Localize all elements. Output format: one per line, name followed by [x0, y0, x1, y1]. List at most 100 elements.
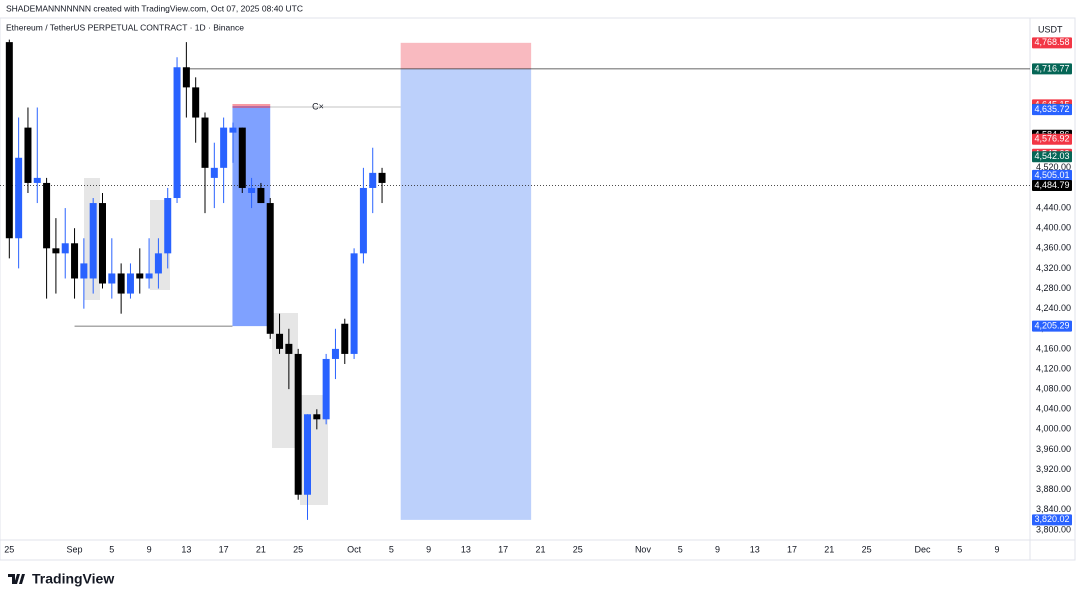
y-tick-label: 4,320.00: [1036, 263, 1071, 273]
price-tag-label: 3,820.02: [1034, 514, 1069, 524]
y-tick-label: 4,280.00: [1036, 283, 1071, 293]
price-tag: [1032, 514, 1072, 526]
candle-body: [229, 127, 237, 133]
candle-body: [89, 203, 97, 279]
x-tick-label: Dec: [914, 544, 931, 554]
candle-body: [71, 243, 79, 279]
candle-body: [182, 67, 190, 88]
annotation: C×: [312, 101, 324, 111]
price-tag: [1032, 37, 1072, 49]
y-tick-label: 4,440.00: [1036, 202, 1071, 212]
y-axis-label: USDT: [1038, 24, 1063, 34]
y-tick-label: 3,960.00: [1036, 444, 1071, 454]
y-tick-label: 4,520.00: [1036, 162, 1071, 172]
logo-icon: [8, 574, 25, 584]
x-tick-label: 25: [293, 544, 303, 554]
price-tag: [1032, 63, 1072, 75]
candle-body: [173, 67, 181, 199]
candle-body: [24, 127, 32, 183]
x-tick-label: 9: [426, 544, 431, 554]
x-tick-label: 17: [787, 544, 797, 554]
x-tick-label: 13: [181, 544, 191, 554]
candle-body: [350, 253, 358, 354]
plot: C× 3,800.00 3,840.00 3,880.00 3,920.00 3,960.…: [0, 37, 1072, 554]
candle-body: [341, 323, 349, 354]
brand-name: TradingView: [32, 571, 114, 587]
x-tick-label: 13: [750, 544, 760, 554]
y-tick-label: 3,840.00: [1036, 504, 1071, 514]
price-tag: [1032, 169, 1072, 181]
x-tick-label: 21: [535, 544, 545, 554]
candle-body: [266, 203, 274, 334]
candle-body: [313, 414, 321, 420]
candle-body: [378, 172, 386, 183]
candle-body: [126, 273, 134, 294]
candle-body: [369, 172, 377, 188]
price-tag-label: 4,716.77: [1034, 63, 1069, 73]
zone-box: [232, 106, 271, 327]
candle-body: [238, 127, 246, 188]
target-zone: [400, 68, 532, 520]
x-tick-label: 25: [4, 544, 14, 554]
candle-body: [210, 167, 218, 178]
candle-body: [331, 348, 339, 359]
x-tick-label: 25: [573, 544, 583, 554]
x-tick-label: 21: [256, 544, 266, 554]
candle-body: [33, 177, 41, 183]
credit: SHADEMANNNNNNN created with TradingView.…: [6, 3, 303, 13]
candle-body: [52, 248, 60, 254]
price-tag: [1032, 104, 1072, 116]
x-tick-label: 9: [715, 544, 720, 554]
price-tag-label: 4,484.79: [1034, 180, 1069, 190]
candle-body: [294, 353, 302, 495]
x-tick-label: 13: [461, 544, 471, 554]
y-tick-label: 4,360.00: [1036, 243, 1071, 253]
y-tick-label: 4,120.00: [1036, 363, 1071, 373]
frame: [0, 17, 1076, 561]
price-tag: [1032, 133, 1072, 145]
x-tick-label: Oct: [347, 544, 362, 554]
y-tick-label: 4,400.00: [1036, 223, 1071, 233]
y-tick-label: 3,880.00: [1036, 484, 1071, 494]
candle-body: [322, 358, 330, 420]
y-tick-label: 4,160.00: [1036, 343, 1071, 353]
x-tick-label: Nov: [635, 544, 652, 554]
candle-body: [201, 117, 209, 168]
x-tick-label: 5: [389, 544, 394, 554]
x-tick-label: 9: [147, 544, 152, 554]
candle-body: [257, 187, 265, 204]
price-tag-label: 4,505.01: [1034, 170, 1069, 180]
candle-body: [276, 333, 284, 349]
candle-body: [80, 263, 88, 279]
x-tick-label: 25: [862, 544, 872, 554]
y-tick-label: 4,040.00: [1036, 404, 1071, 414]
y-tick-label: 4,000.00: [1036, 424, 1071, 434]
price-tag: [1032, 320, 1072, 332]
candle-body: [145, 273, 153, 279]
y-tick-label: 3,800.00: [1036, 524, 1071, 534]
x-tick-label: 9: [995, 544, 1000, 554]
price-tag: [1032, 180, 1072, 192]
candle-body: [192, 87, 200, 118]
candle-body: [359, 187, 367, 254]
price-tag-label: 4,635.72: [1034, 104, 1069, 114]
candle-body: [220, 127, 228, 168]
candle-body: [164, 198, 172, 254]
stop-zone: [400, 42, 532, 69]
shaded-zone: [272, 313, 298, 448]
candle-body: [136, 273, 144, 279]
x-tick-label: 17: [498, 544, 508, 554]
candle-body: [99, 203, 106, 284]
candle-body: [5, 42, 13, 239]
price-tag: [1032, 151, 1072, 163]
x-tick-label: 5: [957, 544, 962, 554]
candle-body: [248, 187, 256, 193]
chart-title: Ethereum / TetherUS PERPETUAL CONTRACT ·…: [6, 22, 244, 32]
zone-box-top: [232, 104, 271, 108]
candle-body: [285, 343, 293, 354]
x-tick-label: 17: [219, 544, 229, 554]
x-tick-label: Sep: [67, 544, 83, 554]
x-tick-label: 5: [678, 544, 683, 554]
